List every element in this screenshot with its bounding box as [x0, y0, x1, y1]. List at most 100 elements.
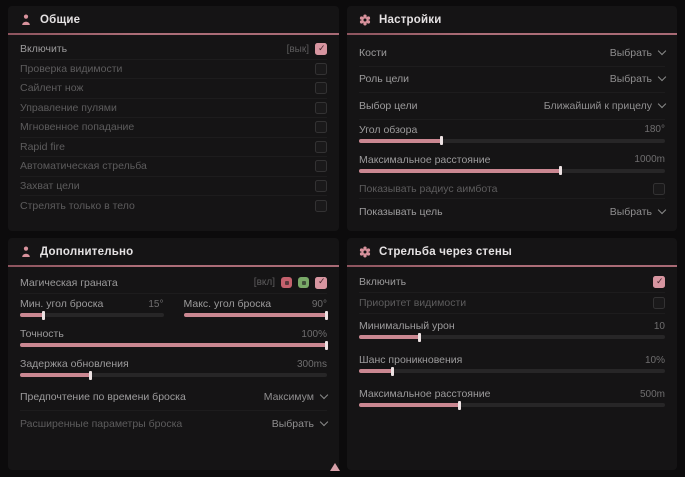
option-label: Управление пулями	[20, 101, 117, 114]
slider-thumb[interactable]	[325, 310, 328, 320]
panel-settings-header: Настройки	[347, 6, 677, 28]
wall-max-distance-slider[interactable]	[359, 400, 665, 410]
option-label: Выбор цели	[359, 99, 418, 112]
slider-thumb[interactable]	[42, 310, 46, 320]
keybind-tag: [вкл]	[253, 277, 275, 288]
throw-time-dropdown[interactable]: Максимум	[263, 390, 329, 403]
chevron-down-icon	[319, 390, 329, 399]
option-label: Минимальный урон	[359, 320, 455, 332]
bones-dropdown[interactable]: Выбрать	[609, 46, 667, 59]
general-row-rapid-fire: Rapid fire	[20, 138, 327, 157]
additional-row-magic-grenade: Магическая граната [вкл]	[20, 272, 327, 294]
checkbox[interactable]	[653, 182, 665, 195]
slider-thumb[interactable]	[418, 332, 422, 342]
checkbox[interactable]	[315, 276, 327, 289]
slider-thumb[interactable]	[325, 340, 328, 350]
panel-wallbang: Стрельба через стены Включить Приоритет …	[347, 238, 677, 470]
slider-value: 1000m	[634, 154, 665, 165]
general-row-silent-knife: Сайлент нож	[20, 79, 327, 99]
slider-fill	[20, 310, 46, 320]
option-label: Показывать радиус аимбота	[359, 182, 498, 195]
chevron-down-icon	[319, 417, 329, 426]
checkbox[interactable]	[653, 276, 665, 288]
advanced-throw-dropdown[interactable]: Выбрать	[271, 417, 329, 430]
slider-value: 10%	[644, 354, 665, 366]
checkbox[interactable]	[653, 297, 665, 309]
green-status-icon[interactable]	[298, 277, 309, 288]
additional-row-accuracy: Точность 100%	[20, 324, 328, 354]
slider-fill	[183, 310, 328, 320]
min-damage-slider[interactable]	[359, 332, 665, 342]
option-label: Шанс проникновения	[359, 354, 463, 366]
dropdown-value: Выбрать	[271, 417, 314, 430]
checkbox[interactable]	[315, 199, 327, 212]
chevron-down-icon	[657, 99, 667, 108]
checkbox[interactable]	[315, 43, 327, 56]
option-label: Магическая граната	[20, 276, 118, 289]
fov-slider[interactable]	[359, 136, 665, 145]
panel-settings: Настройки Кости Выбрать Роль цели Выбрат…	[347, 6, 677, 231]
slider-fill	[359, 136, 443, 145]
red-status-icon[interactable]	[281, 277, 292, 288]
chevron-down-icon	[657, 206, 667, 215]
header-underline	[347, 33, 677, 35]
dropdown-value: Выбрать	[609, 46, 652, 59]
option-label: Максимальное расстояние	[359, 388, 491, 400]
option-label: Проверка видимости	[20, 62, 123, 75]
show-target-dropdown[interactable]: Выбрать	[609, 206, 667, 219]
target-select-dropdown[interactable]: Ближайший к прицелу	[544, 99, 667, 112]
settings-row-target-role: Роль цели Выбрать	[359, 67, 667, 93]
header-underline	[8, 265, 339, 267]
checkbox[interactable]	[315, 101, 327, 114]
option-label: Предпочтение по времени броска	[20, 390, 186, 403]
slider-value: 300ms	[296, 358, 327, 370]
settings-row-max-distance: Максимальное расстояние 1000m	[359, 150, 665, 180]
penetration-chance-slider[interactable]	[359, 366, 665, 376]
max-throw-angle-slider[interactable]	[183, 310, 328, 320]
accuracy-slider[interactable]	[20, 340, 328, 350]
settings-row-show-target: Показывать цель Выбрать	[359, 199, 667, 226]
panel-general: Общие Включить [вык] Проверка видимости …	[8, 6, 339, 231]
option-label: Угол обзора	[359, 123, 418, 136]
target-role-dropdown[interactable]: Выбрать	[610, 73, 667, 85]
keybind-tag: [вык]	[286, 43, 309, 55]
panel-title: Стрельба через стены	[379, 246, 513, 258]
min-throw-angle-slider[interactable]	[20, 310, 164, 320]
checkbox[interactable]	[315, 140, 327, 153]
checkbox[interactable]	[315, 179, 327, 192]
wallbang-row-penetration-chance: Шанс проникновения 10%	[359, 346, 665, 380]
additional-row-min-throw-angle: Мин. угол броска 15°	[20, 294, 164, 324]
general-row-auto-fire: Автоматическая стрельба	[20, 157, 327, 177]
panel-wallbang-header: Стрельба через стены	[347, 238, 677, 260]
checkbox[interactable]	[315, 82, 327, 95]
checkbox[interactable]	[315, 121, 327, 134]
wallbang-row-visibility-priority: Приоритет видимости	[359, 293, 665, 314]
gear-icon	[359, 14, 371, 26]
option-label: Показывать цель	[359, 206, 443, 219]
slider-thumb[interactable]	[558, 166, 562, 175]
option-label: Мин. угол броска	[20, 298, 104, 310]
dropdown-value: Выбрать	[609, 206, 652, 219]
slider-thumb[interactable]	[439, 136, 443, 145]
max-distance-slider[interactable]	[359, 166, 665, 175]
option-label: Включить	[20, 43, 68, 56]
gear-icon	[359, 246, 371, 258]
chevron-down-icon	[657, 46, 667, 55]
slider-thumb[interactable]	[457, 400, 461, 410]
slider-thumb[interactable]	[390, 366, 394, 376]
header-underline	[8, 33, 339, 35]
option-label: Автоматическая стрельба	[20, 160, 147, 173]
option-label: Rapid fire	[20, 140, 65, 153]
option-label: Точность	[20, 328, 64, 340]
person-icon	[22, 246, 30, 257]
update-delay-slider[interactable]	[20, 370, 327, 380]
slider-thumb[interactable]	[88, 370, 92, 380]
checkbox[interactable]	[315, 62, 327, 75]
dropdown-value: Максимум	[263, 390, 314, 403]
general-row-body-only: Стрелять только в тело	[20, 196, 327, 216]
slider-fill	[20, 370, 92, 380]
general-row-target-lock: Захват цели	[20, 177, 327, 196]
checkbox[interactable]	[315, 160, 327, 173]
general-row-bullet-control: Управление пулями	[20, 99, 327, 118]
